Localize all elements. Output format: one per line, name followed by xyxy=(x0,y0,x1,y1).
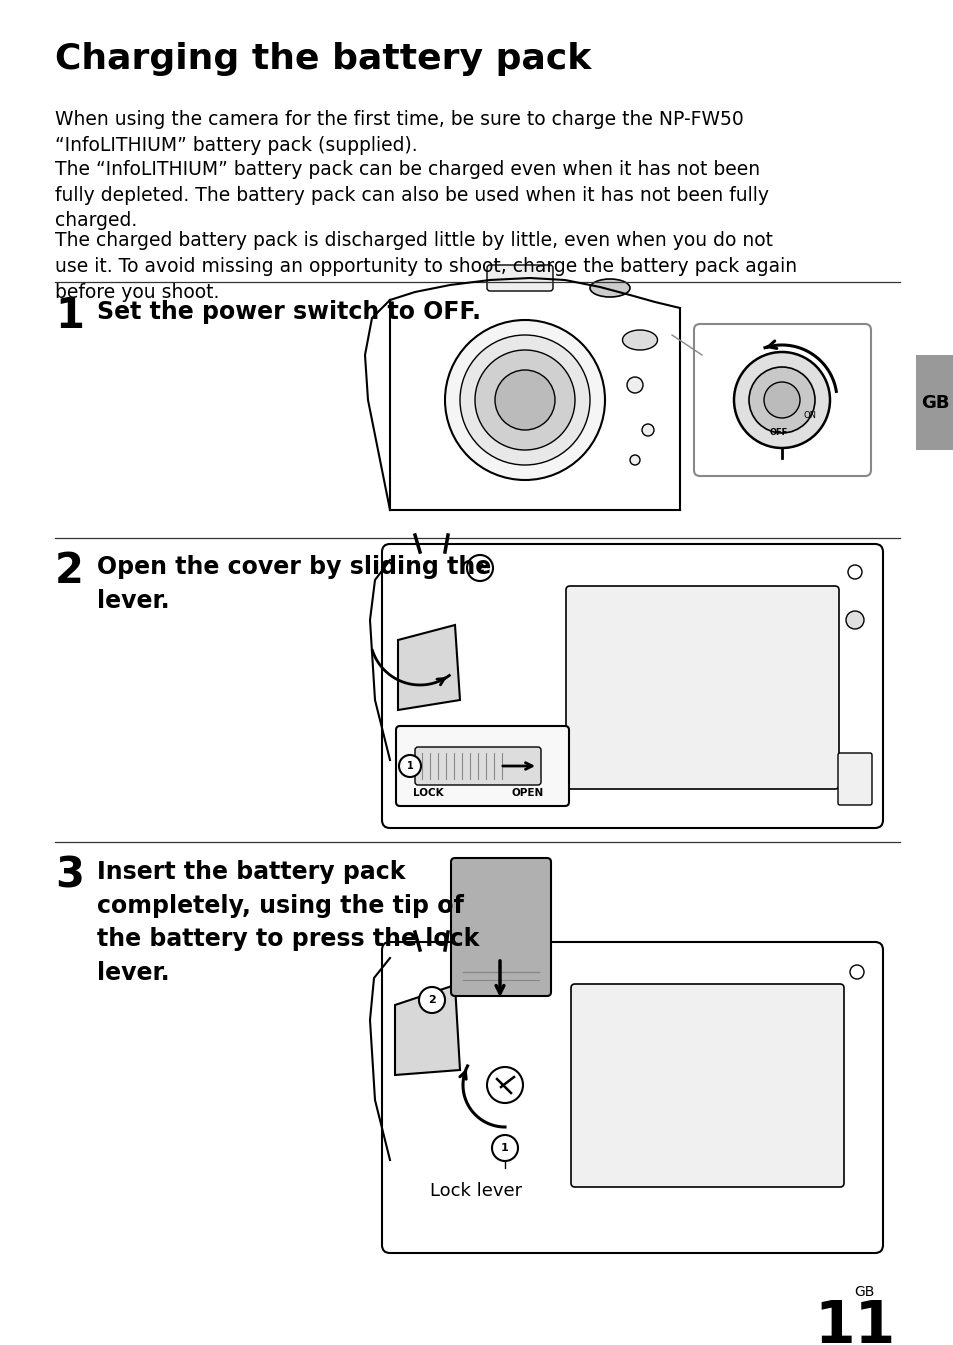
Text: 3: 3 xyxy=(55,855,84,897)
Circle shape xyxy=(733,352,829,448)
Text: 1: 1 xyxy=(500,1143,508,1153)
Text: Charging the battery pack: Charging the battery pack xyxy=(55,42,591,77)
Circle shape xyxy=(444,320,604,480)
FancyBboxPatch shape xyxy=(486,265,553,291)
Ellipse shape xyxy=(622,330,657,350)
FancyBboxPatch shape xyxy=(451,858,551,997)
Bar xyxy=(915,355,953,451)
FancyBboxPatch shape xyxy=(381,941,882,1254)
Text: 2: 2 xyxy=(55,550,84,592)
Text: When using the camera for the first time, be sure to charge the NP-FW50
“InfoLIT: When using the camera for the first time… xyxy=(55,110,743,155)
Text: Set the power switch to OFF.: Set the power switch to OFF. xyxy=(97,300,480,324)
FancyBboxPatch shape xyxy=(571,985,843,1188)
Text: GB: GB xyxy=(854,1284,874,1299)
Circle shape xyxy=(459,335,589,465)
Circle shape xyxy=(629,455,639,465)
Circle shape xyxy=(398,755,420,777)
Polygon shape xyxy=(397,625,459,710)
Text: OPEN: OPEN xyxy=(512,788,543,798)
FancyBboxPatch shape xyxy=(565,586,838,790)
Ellipse shape xyxy=(589,278,629,297)
Text: ON: ON xyxy=(803,410,816,420)
Polygon shape xyxy=(395,985,459,1075)
Text: Open the cover by sliding the
lever.: Open the cover by sliding the lever. xyxy=(97,555,491,612)
FancyBboxPatch shape xyxy=(693,324,870,476)
FancyBboxPatch shape xyxy=(415,746,540,785)
FancyBboxPatch shape xyxy=(381,543,882,829)
Text: The charged battery pack is discharged little by little, even when you do not
us: The charged battery pack is discharged l… xyxy=(55,231,797,301)
Circle shape xyxy=(495,370,555,430)
Circle shape xyxy=(626,377,642,393)
Text: 11: 11 xyxy=(814,1298,895,1345)
Text: Lock lever: Lock lever xyxy=(430,1182,521,1200)
Circle shape xyxy=(845,611,863,629)
Circle shape xyxy=(475,350,575,451)
Text: 1: 1 xyxy=(406,761,413,771)
Text: LOCK: LOCK xyxy=(413,788,443,798)
Circle shape xyxy=(641,424,654,436)
Circle shape xyxy=(467,555,493,581)
FancyBboxPatch shape xyxy=(395,726,568,806)
Text: Insert the battery pack
completely, using the tip of
the battery to press the lo: Insert the battery pack completely, usin… xyxy=(97,859,478,985)
Text: 2: 2 xyxy=(476,564,483,573)
Circle shape xyxy=(763,382,800,418)
Text: 1: 1 xyxy=(55,295,84,338)
Circle shape xyxy=(849,964,863,979)
Circle shape xyxy=(847,565,862,578)
FancyBboxPatch shape xyxy=(837,753,871,806)
Text: The “InfoLITHIUM” battery pack can be charged even when it has not been
fully de: The “InfoLITHIUM” battery pack can be ch… xyxy=(55,160,768,230)
Text: 2: 2 xyxy=(428,995,436,1005)
Circle shape xyxy=(492,1135,517,1161)
Circle shape xyxy=(418,987,444,1013)
Text: GB: GB xyxy=(920,394,948,412)
Text: OFF: OFF xyxy=(769,428,787,437)
Circle shape xyxy=(486,1067,522,1103)
Circle shape xyxy=(748,367,814,433)
